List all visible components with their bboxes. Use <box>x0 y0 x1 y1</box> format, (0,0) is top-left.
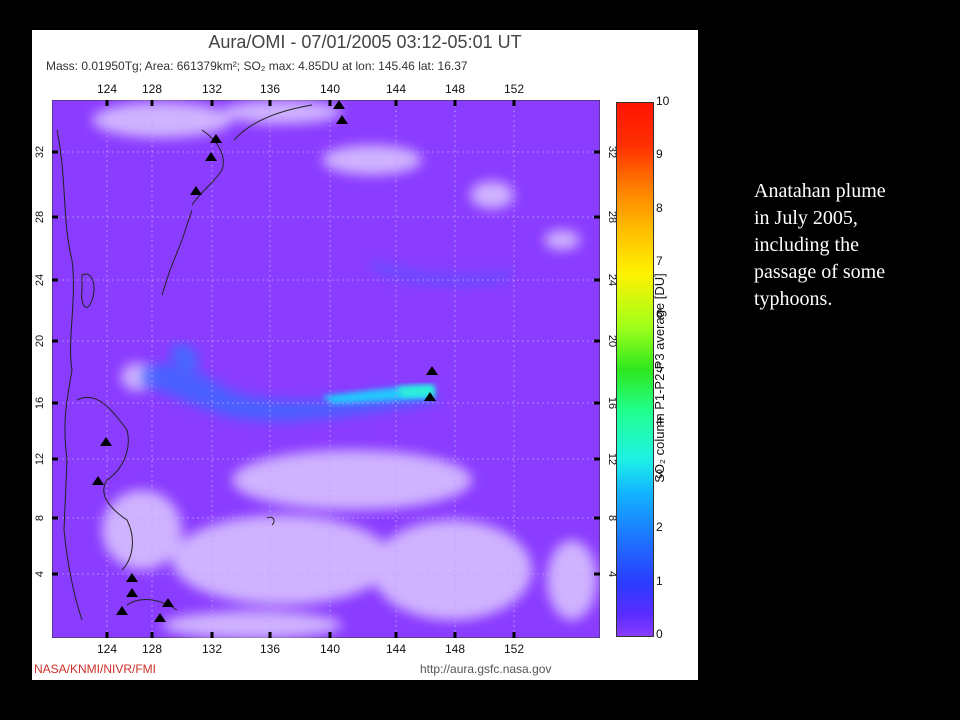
lon-label-top: 144 <box>385 82 407 96</box>
lat-label-left: 16 <box>34 396 46 410</box>
colorbar-tick-label: 5 <box>656 360 663 375</box>
map-frame-ticks <box>52 100 600 638</box>
colorbar-tick-label: 10 <box>656 94 670 108</box>
colorbar-tick-label: 9 <box>656 147 663 162</box>
lat-label-left: 24 <box>34 273 46 287</box>
colorbar-tick-label: 7 <box>656 253 663 268</box>
caption-line: in July 2005, <box>754 207 858 229</box>
caption-line: passage of some <box>754 261 886 283</box>
lon-label-bottom: 128 <box>141 642 163 656</box>
lon-label-top: 128 <box>141 82 163 96</box>
colorbar-tick-label: 6 <box>656 307 663 322</box>
credit-agencies: NASA/KNMI/NIVR/FMI <box>34 662 157 676</box>
lat-label-left: 20 <box>34 334 46 348</box>
lon-label-top: 136 <box>259 82 281 96</box>
lon-label-bottom: 136 <box>259 642 281 656</box>
colorbar-tick-label: 1 <box>656 573 663 588</box>
so2-plume <box>142 260 512 422</box>
lat-label-left: 8 <box>34 514 46 522</box>
colorbar-tick-label: 4 <box>656 413 663 428</box>
lon-label-bottom: 144 <box>385 642 407 656</box>
caption-line: Anatahan plume <box>754 180 886 202</box>
credit-url: http://aura.gsfc.nasa.gov <box>420 662 552 676</box>
lon-label-top: 124 <box>96 82 118 96</box>
lon-label-top: 152 <box>503 82 525 96</box>
colorbar-tick-label: 2 <box>656 520 663 535</box>
colorbar-tick-label: 8 <box>656 200 663 215</box>
lon-label-bottom: 132 <box>201 642 223 656</box>
so2-map <box>52 100 600 638</box>
lat-label-left: 28 <box>34 210 46 224</box>
lat-label-left: 4 <box>34 570 46 578</box>
lon-label-top: 148 <box>444 82 466 96</box>
figure-stats: Mass: 0.01950Tg; Area: 661379km²; SO₂ ma… <box>46 59 468 73</box>
coastlines <box>56 104 313 621</box>
omi-figure: Aura/OMI - 07/01/2005 03:12-05:01 UT Mas… <box>32 30 698 680</box>
lat-label-left: 32 <box>34 145 46 159</box>
caption-line: typhoons. <box>754 288 833 310</box>
lon-label-bottom: 140 <box>319 642 341 656</box>
lon-label-top: 140 <box>319 82 341 96</box>
figure-title: Aura/OMI - 07/01/2005 03:12-05:01 UT <box>208 32 522 52</box>
colorbar <box>616 102 654 637</box>
lon-label-bottom: 152 <box>503 642 525 656</box>
lon-label-top: 132 <box>201 82 223 96</box>
colorbar-label: SO₂ column P1-P2-P3 average [DU] <box>652 273 667 483</box>
slide-caption: Anatahan plume in July 2005, including the… <box>754 178 954 313</box>
colorbar-tick-label: 3 <box>656 467 663 482</box>
lon-label-bottom: 124 <box>96 642 118 656</box>
caption-line: including the <box>754 234 859 256</box>
colorbar-tick-label: 0 <box>656 627 663 641</box>
volcano-markers <box>92 100 438 622</box>
lon-label-bottom: 148 <box>444 642 466 656</box>
lat-label-left: 12 <box>34 452 46 466</box>
